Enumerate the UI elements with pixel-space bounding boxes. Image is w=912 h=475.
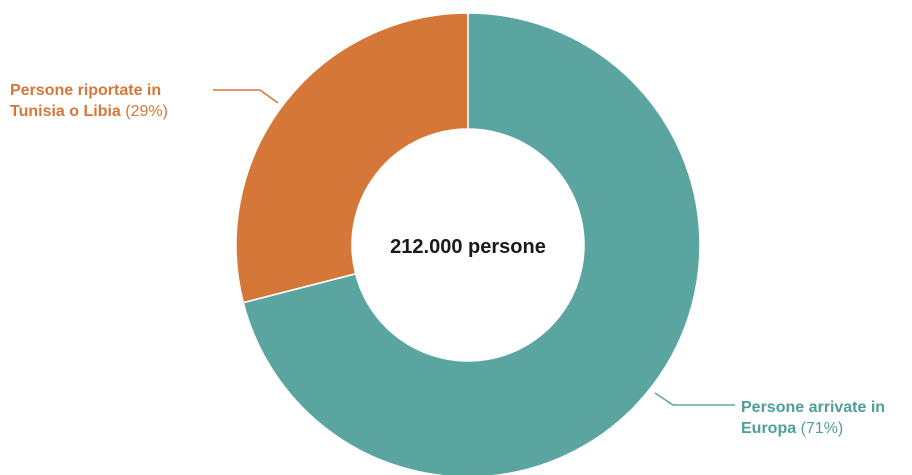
leader-line-riportate-diag xyxy=(259,89,279,104)
donut-slices xyxy=(235,12,701,475)
slice-label-riportate-line2: Tunisia o Libia xyxy=(10,103,121,120)
slice-pct-riportate: (29%) xyxy=(125,103,168,120)
donut-slice-riportate xyxy=(235,12,469,304)
slice-label-riportate: Persone riportate in Tunisia o Libia (29… xyxy=(10,80,210,122)
slice-pct-arrivate: (71%) xyxy=(800,420,844,437)
leader-line-arrivate-diag xyxy=(654,392,674,406)
slice-label-arrivate: Persone arrivate in Europa (71%) xyxy=(741,397,912,439)
slice-label-riportate-line1: Persone riportate in xyxy=(10,82,162,99)
slice-label-arrivate-line1: Persone arrivate in xyxy=(741,399,886,416)
donut-center-total: 212.000 persone xyxy=(390,236,546,258)
donut-slice-arrivate xyxy=(242,12,701,475)
slice-label-arrivate-line2: Europa xyxy=(741,420,797,437)
